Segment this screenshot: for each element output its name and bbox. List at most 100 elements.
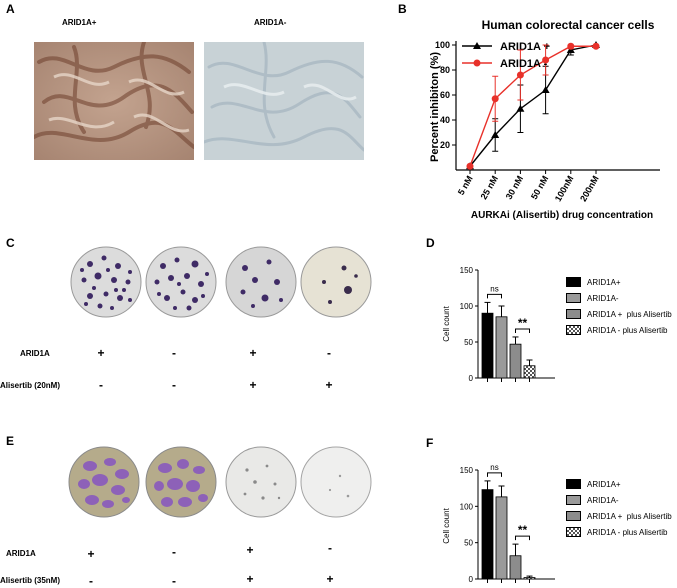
chart-b-x-tick-label: 25 nM (479, 174, 500, 201)
chart-d-bar-0 (481, 312, 494, 379)
chart-f-cell-count: Cell count 0 50 100 150 ns ** (442, 463, 555, 584)
panel-e-row2-sign-1: - (89, 574, 93, 588)
chart-f-bracket-ns (487, 472, 502, 477)
chart-b-y-tick-label: 20 (440, 140, 450, 150)
panel-e-row1-sign-3: + (246, 543, 254, 557)
chart-b-y-tick-label: 40 (440, 115, 450, 125)
chart-f-y-tick-label: 50 (464, 539, 473, 548)
chart-d-legend-label-2: ARID1A + plus Alisertib (587, 309, 672, 319)
chart-b-point-1 (592, 42, 600, 50)
panel-c-row1-sign-3: + (249, 346, 257, 360)
chart-d-legend-item-3: ARID1A - plus Alisertib (566, 322, 672, 338)
chart-b-y-tick-label: 60 (440, 90, 450, 100)
chart-d-legend-item-1: ARID1A- (566, 290, 672, 306)
chart-d-bar-3 (523, 365, 536, 379)
colony-plate-c1 (70, 246, 142, 318)
chart-b-point-1 (516, 71, 524, 79)
panel-label-a: A (6, 2, 15, 16)
chart-d-legend-label-0: ARID1A+ (587, 277, 621, 287)
panel-e-row2-sign-4: + (326, 572, 334, 586)
chart-d-legend: ARID1A+ ARID1A- ARID1A + plus Alisertib ARI… (566, 274, 672, 338)
chart-b-series-line-1 (469, 45, 596, 167)
chart-f-bracket-sig (515, 535, 530, 541)
panel-e-row1-label: ARID1A (6, 549, 36, 558)
chart-d-y-tick-label: 0 (469, 374, 474, 383)
chart-d-bar-2 (509, 343, 522, 379)
chart-b-point-1 (567, 42, 575, 50)
panel-c-row2-sign-2: - (172, 378, 176, 392)
chart-b-xlabel: AURKAi (Alisertib) drug concentration (471, 210, 653, 221)
chart-d-legend-swatch-2 (566, 309, 581, 319)
chart-f-annotation-ns: ns (490, 463, 498, 472)
chart-d-y-tick-label: 150 (460, 266, 474, 275)
panel-label-d: D (426, 236, 435, 250)
arid1a-negative-ihc-image (204, 42, 364, 160)
chart-f-bar-2 (509, 555, 522, 580)
chart-d-legend-swatch-0 (566, 277, 581, 287)
panel-e-row1-sign-1: + (87, 547, 95, 561)
chart-f-y-tick-label: 150 (460, 466, 474, 475)
panel-c-row2-sign-4: + (325, 378, 333, 392)
panel-e-row2-sign-2: - (172, 574, 176, 588)
panel-label-b: B (398, 2, 407, 16)
chart-f-y-tick-label: 100 (460, 502, 474, 511)
chart-b-series-line-0 (469, 44, 597, 167)
chart-b-y-tick-label: 80 (440, 65, 450, 75)
panel-label-e: E (6, 434, 15, 448)
chart-f-legend-label-3: ARID1A - plus Alisertib (587, 527, 668, 537)
chart-b-legend-marker-0 (473, 42, 481, 49)
panel-c-row1-sign-4: - (327, 346, 331, 360)
panel-c-row1-sign-1: + (97, 346, 105, 360)
colony-plate-e4 (300, 446, 372, 518)
chart-f-bar-1 (495, 496, 508, 580)
colony-plate-c3 (225, 246, 297, 318)
chart-f-legend-item-2: ARID1A + plus Alisertib (566, 508, 672, 524)
chart-b-x-tick-label: 100nM (553, 174, 576, 203)
chart-d-legend-label-1: ARID1A- (587, 293, 619, 303)
panel-e-row1-sign-4: - (328, 541, 332, 555)
chart-d-bracket-sig (515, 328, 530, 333)
panel-a-left-title: ARID1A+ (62, 18, 97, 27)
arid1a-positive-ihc-image (34, 42, 194, 160)
chart-b-point-1 (466, 162, 474, 170)
panel-label-c: C (6, 236, 15, 250)
chart-b-point-0 (491, 131, 500, 138)
chart-d-y-tick-label: 50 (464, 338, 473, 347)
chart-f-legend-item-3: ARID1A - plus Alisertib (566, 524, 672, 540)
chart-b-point-1 (542, 56, 550, 64)
chart-b-legend-label-1: ARID1A - (500, 58, 548, 70)
chart-d-ylabel: Cell count (442, 305, 451, 341)
panel-c-row2-sign-3: + (249, 378, 257, 392)
chart-b-point-0 (541, 86, 550, 93)
panel-e-row2-label: Alisertib (35nM) (0, 576, 61, 585)
panel-c-row1-sign-2: - (172, 346, 176, 360)
chart-f-y-tick-label: 0 (469, 575, 474, 584)
chart-f-legend-label-0: ARID1A+ (587, 479, 621, 489)
panel-e-row2-sign-3: + (246, 572, 254, 586)
chart-b-x-tick-label: 30 nM (504, 174, 525, 201)
chart-f-legend: ARID1A+ ARID1A- ARID1A + plus Alisertib ARI… (566, 476, 672, 540)
panel-c-row2-label: Alisertib (20nM) (0, 381, 61, 390)
chart-f-legend-swatch-3 (566, 527, 581, 537)
chart-b-point-0 (516, 104, 525, 112)
panel-a-right-title: ARID1A- (254, 18, 287, 27)
chart-d-bracket-ns (487, 293, 502, 299)
chart-b-x-tick-label: 50 nM (529, 174, 550, 201)
chart-b-ylabel: Percent inhibiton (%) (429, 52, 441, 162)
chart-b-legend-marker-1 (473, 59, 481, 67)
chart-f-legend-swatch-1 (566, 495, 581, 505)
colony-plate-c4 (300, 246, 372, 318)
chart-f-legend-label-1: ARID1A- (587, 495, 619, 505)
chart-b-legend-label-0: ARID1A + (500, 41, 550, 53)
chart-d-legend-item-0: ARID1A+ (566, 274, 672, 290)
chart-f-legend-item-1: ARID1A- (566, 492, 672, 508)
chart-d-legend-item-2: ARID1A + plus Alisertib (566, 306, 672, 322)
panel-label-f: F (426, 436, 434, 450)
chart-b-x-tick-label: 5 nM (456, 174, 475, 197)
panel-e-row1-sign-2: - (172, 545, 176, 559)
colony-plate-e3 (225, 446, 297, 518)
colony-plate-c2 (145, 246, 217, 318)
chart-d-legend-label-3: ARID1A - plus Alisertib (587, 325, 668, 335)
colony-plate-e1 (68, 446, 140, 518)
chart-d-legend-swatch-3 (566, 325, 581, 335)
